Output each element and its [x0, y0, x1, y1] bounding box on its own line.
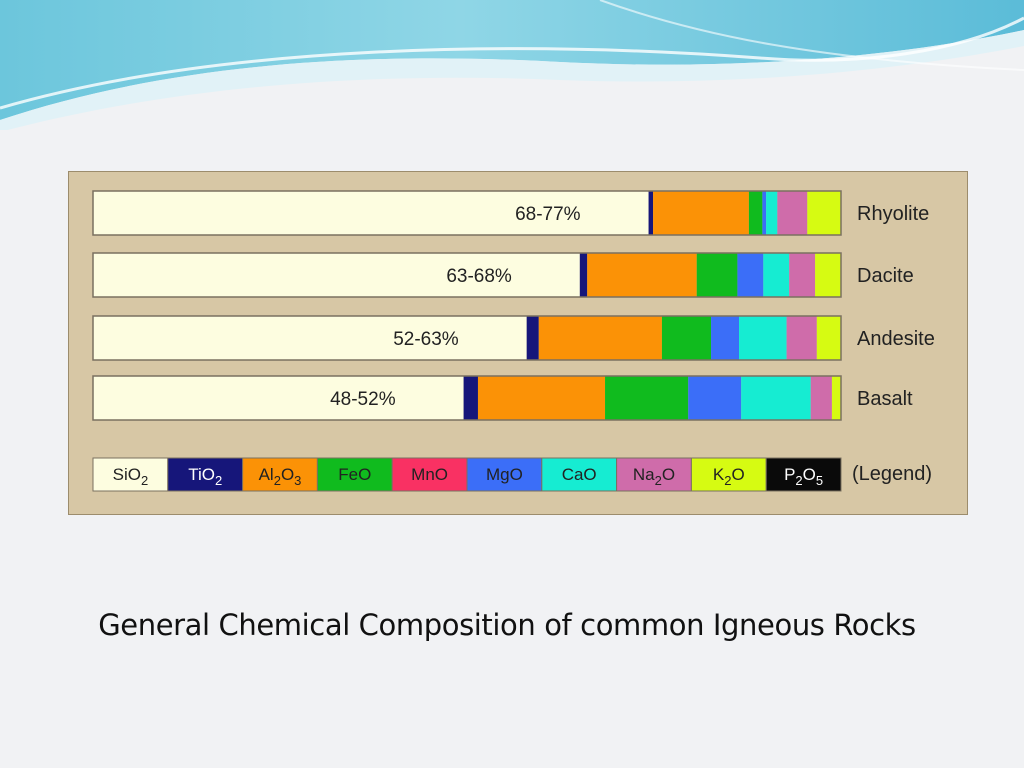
segment-andesite-mgo	[711, 316, 739, 360]
legend-title: (Legend)	[852, 463, 932, 485]
segment-dacite-sio2	[93, 253, 580, 297]
legend-swatch-sio2	[92, 457, 169, 492]
segment-dacite-al2o3	[587, 253, 697, 297]
bar-outline	[92, 375, 842, 421]
legend-swatch-k2o	[690, 457, 767, 492]
legend-label-k2o: K2O	[713, 465, 745, 488]
bar-rhyolite: 68-77% Rhyolite	[92, 190, 929, 236]
rock-label-basalt: Basalt	[857, 388, 913, 410]
legend-label-p2o5: P2O5	[784, 465, 823, 488]
segment-rhyolite-na2o	[777, 191, 808, 235]
rock-label-dacite: Dacite	[857, 265, 914, 287]
range-label-basalt: 48-52%	[330, 389, 396, 410]
segment-basalt-tio2	[463, 376, 478, 420]
legend-label-mgo: MgO	[486, 465, 523, 484]
slide-caption: General Chemical Composition of common I…	[98, 608, 916, 642]
legend-label-al2o3: Al2O3	[259, 465, 302, 488]
segment-basalt-al2o3	[477, 376, 606, 420]
segment-basalt-cao	[741, 376, 811, 420]
legend-swatch-feo	[316, 457, 393, 492]
chart-panel: 68-77% Rhyolite 63-68% Dacite 52-63% Andesite…	[68, 171, 968, 515]
legend-swatch-na2o	[616, 457, 692, 492]
range-label-andesite: 52-63%	[393, 329, 459, 350]
legend-swatch-tio2	[167, 457, 244, 492]
segment-dacite-tio2	[579, 253, 588, 297]
bar-andesite: 52-63% Andesite	[92, 315, 935, 361]
segment-dacite-k2o	[815, 253, 841, 297]
segment-basalt-sio2	[93, 376, 464, 420]
legend: SiO2 TiO2 Al2O3 FeO MnO MgO CaO Na2O K2O P2O5 (Leg…	[92, 457, 932, 492]
rock-label-andesite: Andesite	[857, 328, 935, 350]
legend-label-tio2: TiO2	[188, 465, 222, 488]
chart-svg: 68-77% Rhyolite 63-68% Dacite 52-63% Andesite…	[92, 190, 935, 492]
segment-andesite-tio2	[526, 316, 539, 360]
legend-label-mno: MnO	[411, 465, 448, 484]
segment-dacite-cao	[763, 253, 790, 297]
legend-swatch-mgo	[466, 457, 543, 492]
segment-basalt-mgo	[688, 376, 742, 420]
bar-outline	[92, 252, 842, 298]
segment-dacite-na2o	[789, 253, 816, 297]
bar-outline	[92, 190, 842, 236]
segment-rhyolite-k2o	[807, 191, 841, 235]
segment-rhyolite-sio2	[93, 191, 649, 235]
segment-rhyolite-tio2	[648, 191, 654, 235]
bar-outline	[92, 315, 842, 361]
segment-andesite-na2o	[786, 316, 817, 360]
legend-label-sio2: SiO2	[113, 465, 149, 488]
legend-swatch-p2o5	[765, 457, 842, 492]
range-label-dacite: 63-68%	[446, 266, 512, 287]
legend-swatch-mno	[391, 457, 468, 492]
segment-rhyolite-feo	[748, 191, 763, 235]
legend-swatch-cao	[541, 457, 618, 492]
bar-basalt: 48-52% Basalt	[92, 375, 913, 421]
segment-andesite-k2o	[816, 316, 841, 360]
segment-andesite-sio2	[93, 316, 527, 360]
segment-andesite-cao	[739, 316, 787, 360]
rock-label-rhyolite: Rhyolite	[857, 203, 929, 225]
bar-dacite: 63-68% Dacite	[92, 252, 914, 298]
segment-rhyolite-al2o3	[653, 191, 749, 235]
slide-header-decoration	[0, 0, 1024, 130]
segment-basalt-feo	[605, 376, 689, 420]
segment-rhyolite-cao	[766, 191, 778, 235]
segment-andesite-feo	[661, 316, 712, 360]
segment-dacite-mgo	[737, 253, 764, 297]
range-label-rhyolite: 68-77%	[515, 204, 581, 225]
segment-dacite-feo	[696, 253, 738, 297]
segment-basalt-na2o	[810, 376, 832, 420]
legend-label-feo: FeO	[338, 465, 371, 484]
segment-andesite-al2o3	[538, 316, 662, 360]
legend-label-na2o: Na2O	[633, 465, 675, 488]
legend-swatch-al2o3	[242, 457, 318, 492]
legend-label-cao: CaO	[562, 465, 597, 484]
segment-basalt-k2o	[831, 376, 841, 420]
segment-rhyolite-mgo	[762, 191, 767, 235]
